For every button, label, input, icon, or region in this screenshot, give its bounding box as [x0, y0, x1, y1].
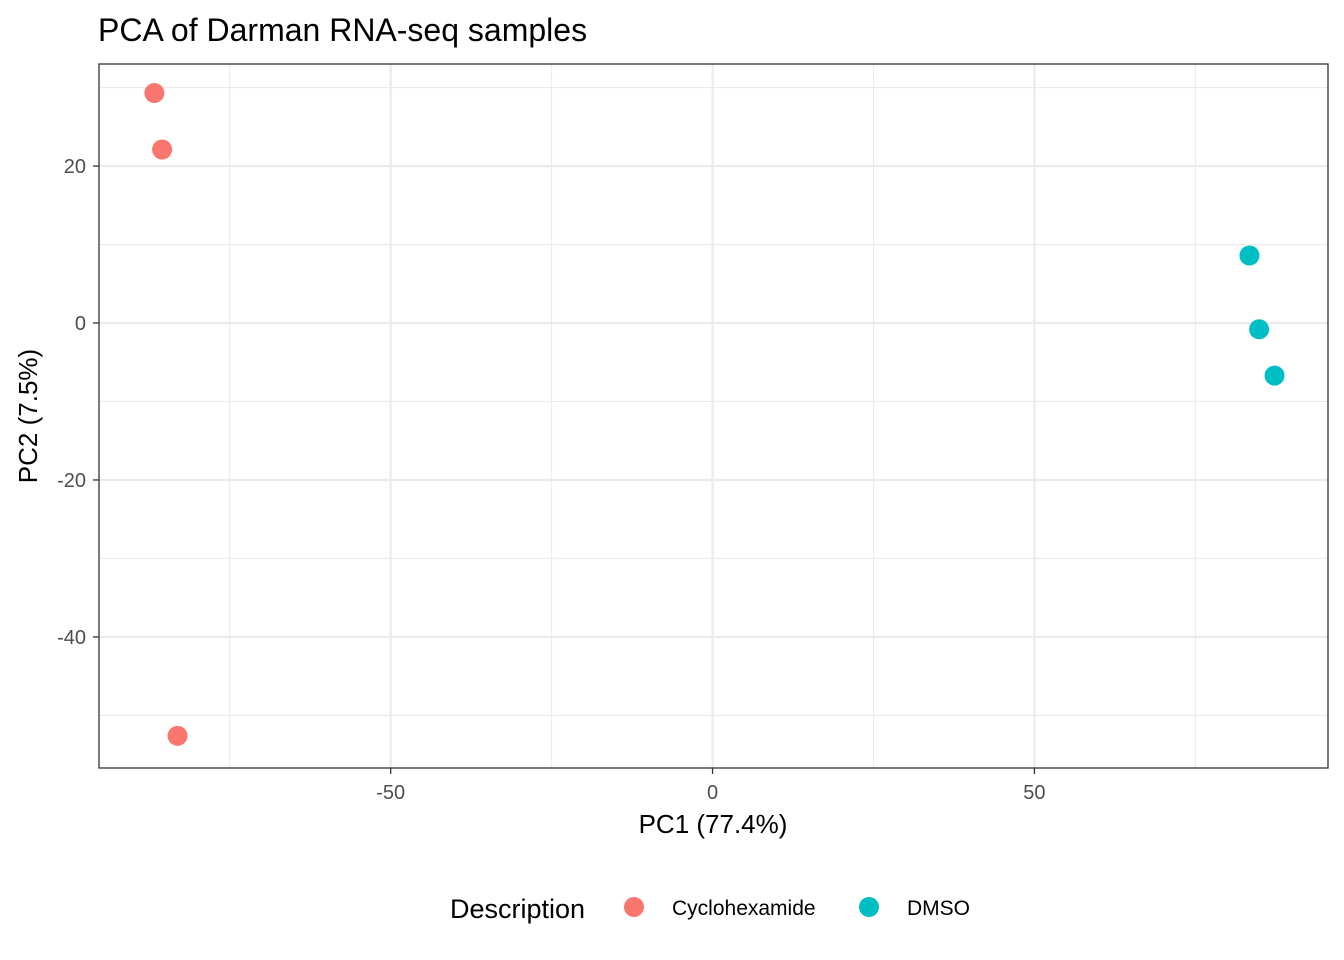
x-tick-label: 50 — [1023, 782, 1045, 804]
x-axis-title: PC1 (77.4%) — [639, 809, 788, 839]
data-points — [144, 83, 1285, 746]
point-cyclohexamide — [152, 139, 173, 160]
legend-key-cyclohexamide — [624, 897, 644, 917]
point-cyclohexamide — [167, 725, 188, 746]
legend-label-dmso: DMSO — [907, 897, 970, 920]
legend-title: Description — [450, 894, 585, 924]
x-tick-label: -50 — [376, 782, 405, 804]
legend: Description Cyclohexamide DMSO — [450, 894, 970, 924]
y-tick-label: -20 — [57, 470, 86, 492]
point-cyclohexamide — [144, 83, 165, 104]
chart-title: PCA of Darman RNA-seq samples — [98, 12, 587, 48]
axes: -50 0 50 -40 -20 0 20 — [57, 156, 1045, 804]
legend-key-dmso — [859, 897, 879, 917]
y-tick-label: -40 — [57, 627, 86, 649]
grid-lines — [99, 64, 1328, 768]
x-tick-label: 0 — [707, 782, 718, 804]
point-dmso — [1264, 365, 1285, 386]
point-dmso — [1239, 245, 1260, 266]
y-axis-title: PC2 (7.5%) — [13, 349, 43, 483]
y-tick-label: 0 — [75, 313, 86, 335]
point-dmso — [1249, 319, 1270, 340]
plot-panel-border — [98, 63, 1329, 769]
legend-label-cyclohexamide: Cyclohexamide — [672, 897, 816, 920]
y-tick-label: 20 — [64, 156, 86, 178]
